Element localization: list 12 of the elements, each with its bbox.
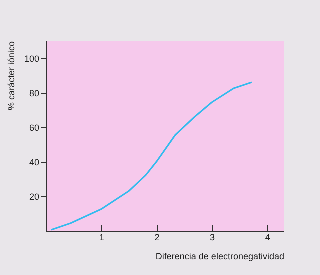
- x-tick-label: 4: [265, 232, 270, 242]
- y-tick-label: 20: [29, 192, 40, 202]
- y-axis-title: % carácter iónico: [6, 42, 16, 111]
- y-tick-label: 40: [29, 157, 40, 168]
- y-tick-label: 80: [29, 88, 40, 98]
- y-tick-label: 60: [29, 122, 40, 133]
- line-series: [50, 82, 253, 231]
- y-tick-label: 100: [24, 54, 40, 64]
- x-tick-label: 3: [210, 232, 216, 242]
- x-tick-label: 1: [99, 232, 104, 242]
- x-tick-label: 2: [154, 232, 160, 242]
- x-axis-title: Diferencia de electronegatividad: [156, 252, 284, 262]
